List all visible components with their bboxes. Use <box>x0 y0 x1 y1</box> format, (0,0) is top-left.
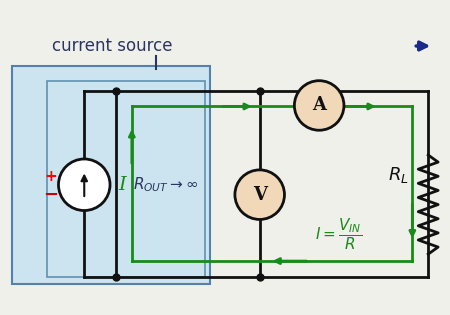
Text: −: − <box>43 186 58 204</box>
Circle shape <box>235 170 284 220</box>
Text: current source: current source <box>52 37 172 55</box>
Text: $R_{OUT}{\to}\infty$: $R_{OUT}{\to}\infty$ <box>133 175 198 194</box>
Circle shape <box>58 159 110 210</box>
Text: A: A <box>312 96 326 114</box>
Text: V: V <box>253 186 267 204</box>
Circle shape <box>294 81 344 130</box>
Text: $I = \dfrac{V_{IN}}{R}$: $I = \dfrac{V_{IN}}{R}$ <box>315 217 363 252</box>
FancyBboxPatch shape <box>12 66 210 284</box>
Text: $R_L$: $R_L$ <box>388 165 409 185</box>
Text: +: + <box>44 169 57 184</box>
Text: I: I <box>118 176 126 194</box>
